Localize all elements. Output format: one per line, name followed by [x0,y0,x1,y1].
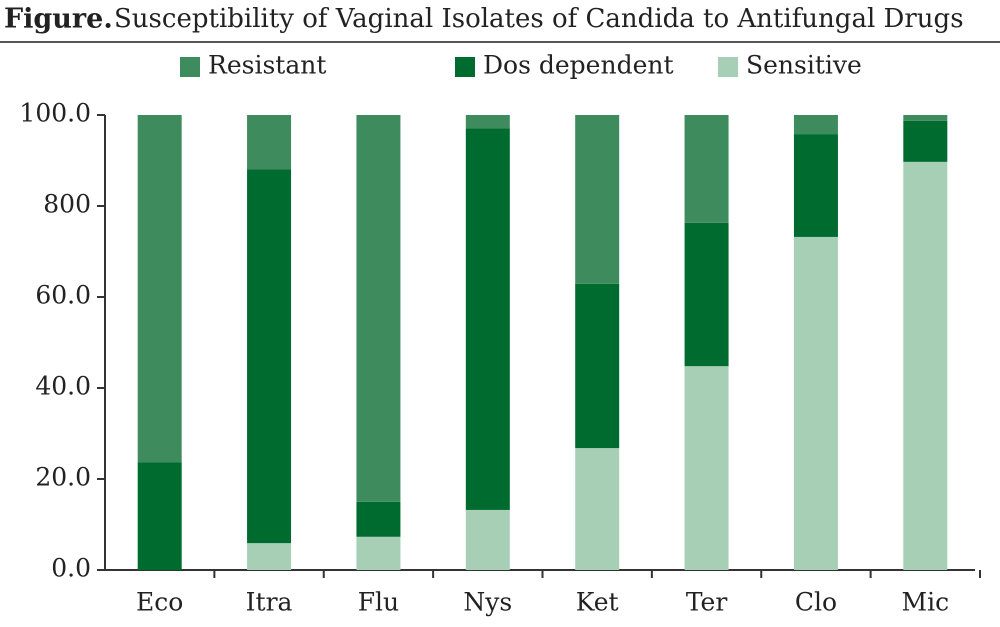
x-tick-label: Nys [463,588,512,617]
figure-label: Figure. [4,4,113,35]
y-tick-label: 800 [43,190,91,219]
bar-segment [575,448,620,570]
y-tick-label: 20.0 [35,463,91,492]
y-tick-label: 40.0 [35,372,91,401]
x-tick-label: Mic [902,588,950,617]
bar-segment [465,509,510,570]
bar-segment [465,115,510,129]
bar-segment [575,115,620,284]
bar-segment [793,236,838,570]
bar-segment [684,222,729,367]
bar-segment [903,161,948,571]
legend-swatch [180,57,200,77]
x-tick-label: Flu [358,588,399,617]
x-tick-label: Eco [136,588,183,617]
bar-segment [684,115,729,223]
bar-segment [793,134,838,237]
bar-segment [247,169,292,544]
bar-segment [465,128,510,510]
y-tick-label: 0.0 [51,554,91,583]
y-tick-label: 60.0 [35,281,91,310]
bar-segment [684,366,729,570]
bar-segment [903,120,948,162]
chart-title: Susceptibility of Vaginal Isolates of Ca… [114,4,964,34]
x-tick-label: Ter [686,588,728,617]
legend-label: Resistant [208,51,326,80]
x-tick-label: Itra [246,588,293,617]
bar-segment [575,283,620,449]
x-tick-label: Ket [576,588,619,617]
bar-segment [356,115,401,502]
bar-segment [137,115,182,463]
bar-segment [903,115,948,121]
legend-swatch [718,57,738,77]
bar-segment [356,501,401,537]
bar-segment [247,115,292,170]
x-tick-label: Clo [795,588,837,617]
legend-swatch [455,57,475,77]
bar-segment [356,536,401,570]
bar-segment [247,543,292,570]
bar-segment [137,462,182,570]
legend-label: Dos dependent [483,51,674,80]
bar-segment [793,115,838,135]
legend-label: Sensitive [746,51,862,80]
y-tick-label: 100.0 [19,99,91,128]
